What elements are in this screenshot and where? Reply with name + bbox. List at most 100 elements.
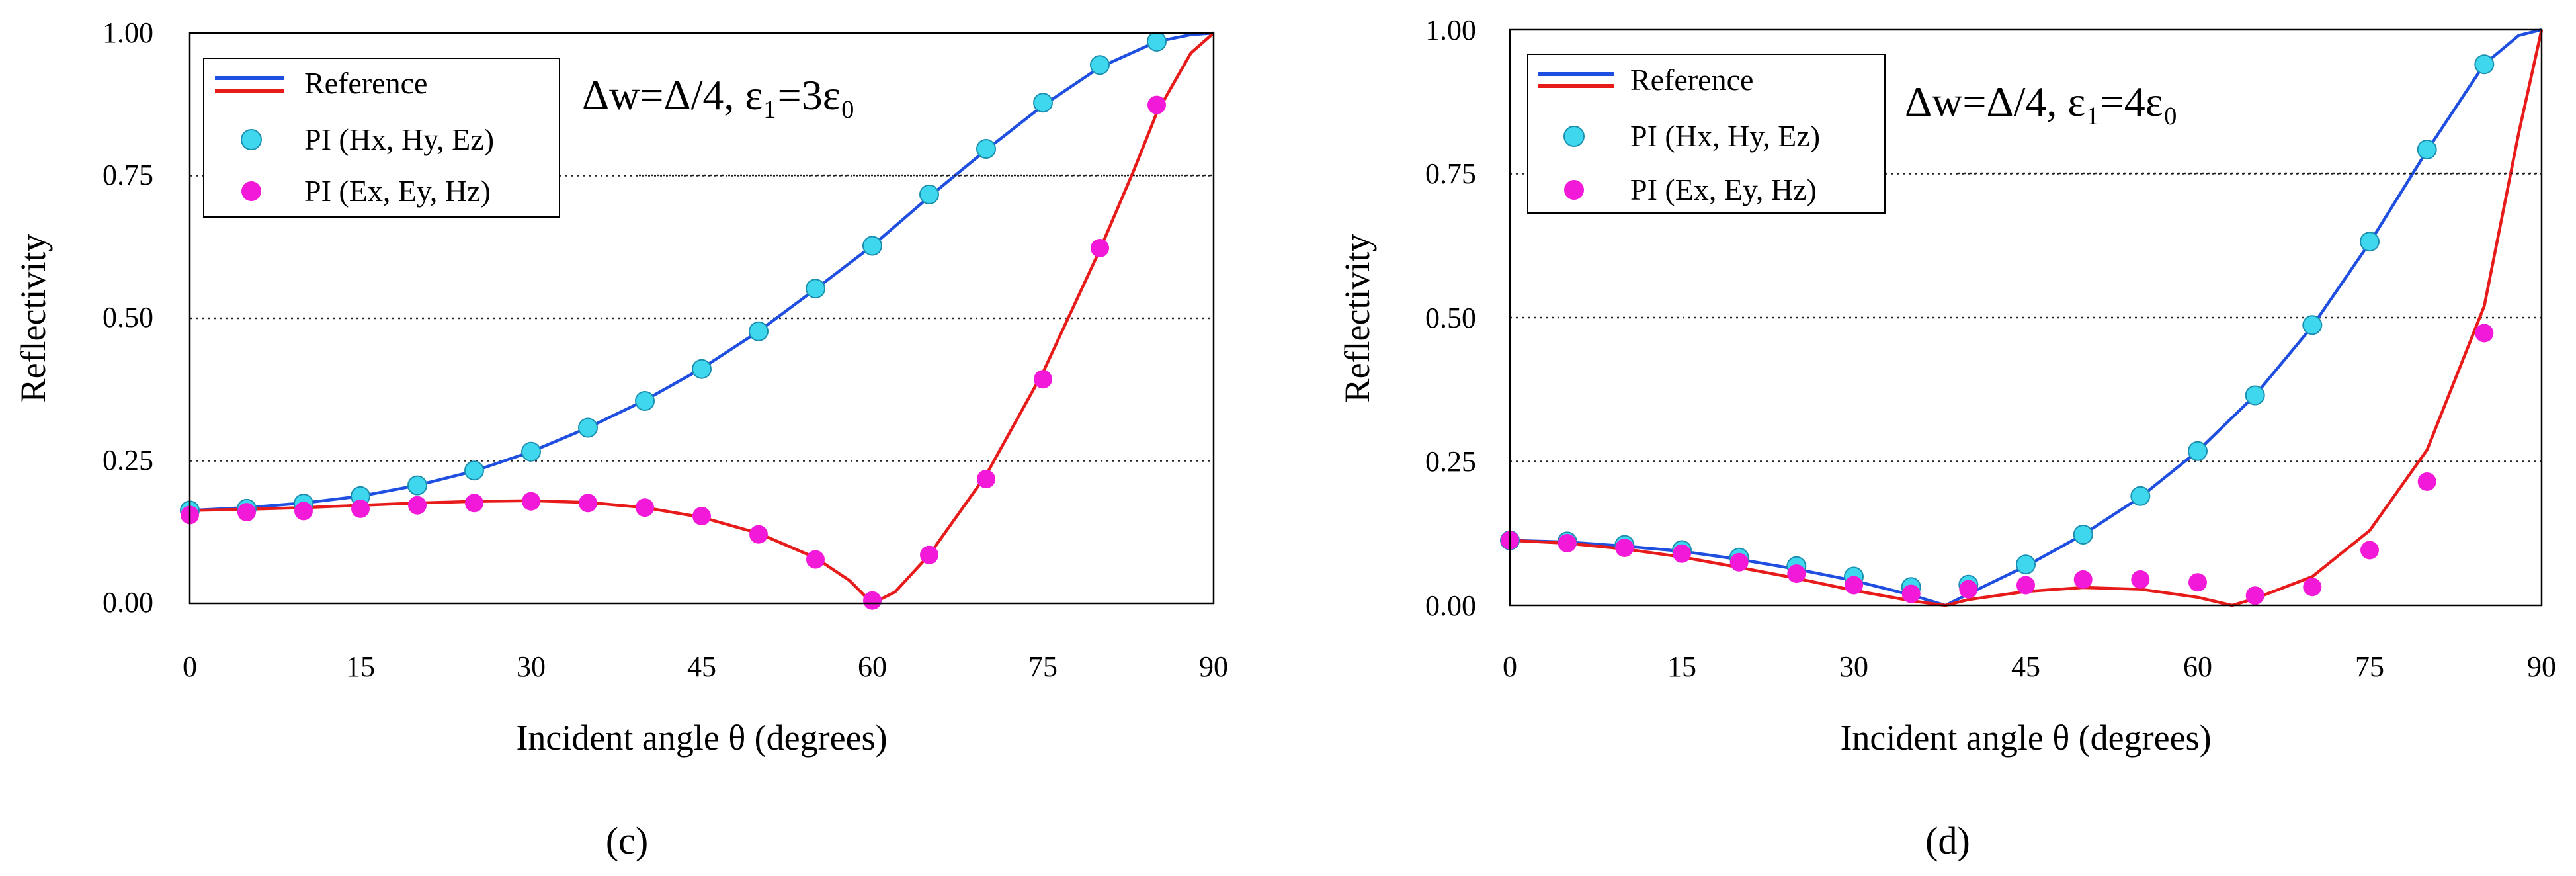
panel-c-data-point-magenta <box>1034 370 1052 389</box>
panel-d-legend-box <box>1527 54 1886 214</box>
panel-d-legend-marker-magenta <box>1564 180 1584 200</box>
panel-c-data-point-cyan <box>806 279 825 299</box>
panel-c: 0.00 0.25 0.50 0.75 1.00 0 15 30 45 60 7… <box>13 17 1228 862</box>
panel-d-data-point-magenta <box>2016 576 2035 595</box>
panel-c-legend-label-pi-hxhyez: PI (Hx, Hy, Ez) <box>304 122 494 156</box>
panel-d-xtick-label: 30 <box>1839 650 1868 683</box>
panel-c-data-point-magenta <box>920 545 938 564</box>
panel-c-ytick-label: 0.50 <box>103 301 153 333</box>
panel-d-data-point-magenta <box>2131 570 2150 589</box>
panel-c-data-point-cyan <box>976 139 996 159</box>
panel-d-data-point-cyan <box>2302 315 2323 335</box>
panel-c-xtick-label: 75 <box>1028 650 1058 683</box>
panel-d-caption: (d) <box>1925 819 1970 862</box>
panel-c-legend-label-reference: Reference <box>304 66 427 100</box>
panel-d-data-point-magenta <box>2245 586 2264 605</box>
panel-c-x-axis-label: Incident angle θ (degrees) <box>516 718 887 758</box>
panel-c-data-point-magenta <box>351 499 370 518</box>
panel-c-points <box>180 31 1167 610</box>
panel-c-data-point-cyan <box>1090 55 1110 75</box>
panel-c-data-point-magenta <box>806 550 825 569</box>
panel-c-data-point-magenta <box>636 498 654 517</box>
panel-d: 0.00 0.25 0.50 0.75 1.00 0 15 30 45 60 7… <box>1337 14 2556 862</box>
panel-d-ytick-label: 0.00 <box>1425 590 1476 622</box>
panel-c-y-axis-label: Reflectivity <box>13 234 53 403</box>
panel-c-xtick-label: 90 <box>1199 650 1228 683</box>
panel-c-plot-frame <box>188 32 1215 605</box>
panel-c-data-point-magenta <box>692 507 711 526</box>
panel-c-data-point-cyan <box>692 359 712 379</box>
panel-c-data-point-magenta <box>237 503 256 522</box>
panel-c-data-point-magenta <box>294 502 313 521</box>
panel-d-xtick-label: 90 <box>2527 650 2556 683</box>
panel-d-data-point-magenta <box>2417 472 2436 491</box>
panel-c-data-point-magenta <box>863 591 882 610</box>
panel-d-data-point-cyan <box>2073 525 2093 545</box>
panel-d-y-axis-label: Reflectivity <box>1337 234 1377 403</box>
panel-d-data-point-magenta <box>1959 580 1978 599</box>
panel-d-data-point-magenta <box>1673 544 1691 563</box>
panel-d-data-point-magenta <box>1615 539 1634 557</box>
panel-c-data-point-cyan <box>521 441 541 462</box>
panel-c-data-point-cyan <box>1033 93 1053 113</box>
panel-c-legend-marker-magenta <box>241 181 261 201</box>
panel-c-caption: (c) <box>606 819 648 862</box>
panel-c-data-point-cyan <box>407 475 427 496</box>
panel-d-legend-label-pi-hxhyez: PI (Hx, Hy, Ez) <box>1630 119 1820 153</box>
panel-d-legend: Reference PI (Hx, Hy, Ez) PI (Ex, Ey, Hz… <box>1527 54 1886 214</box>
panel-d-legend-label-reference: Reference <box>1630 63 1753 97</box>
panel-d-data-point-cyan <box>2474 54 2495 75</box>
panel-d-legend-marker-cyan <box>1563 126 1585 147</box>
panel-c-data-point-magenta <box>1147 95 1166 114</box>
panel-d-data-point-magenta <box>2188 573 2207 592</box>
panel-d-data-point-magenta <box>2303 578 2322 597</box>
panel-d-ytick-label: 1.00 <box>1425 14 1476 46</box>
panel-c-xtick-label: 60 <box>858 650 887 683</box>
panel-d-xtick-label: 0 <box>1503 650 1517 683</box>
panel-d-data-point-cyan <box>2417 140 2437 159</box>
panel-d-data-point-magenta <box>2073 570 2093 589</box>
panel-c-ytick-label: 1.00 <box>103 17 153 49</box>
panel-c-data-point-magenta <box>579 494 597 513</box>
panel-c-data-point-magenta <box>1091 239 1109 257</box>
panel-c-data-point-cyan <box>464 460 484 481</box>
panel-d-data-point-cyan <box>2188 441 2208 461</box>
panel-d-data-point-cyan <box>2016 554 2036 575</box>
panel-d-points <box>1500 54 2495 605</box>
panel-c-legend-marker-cyan <box>241 129 262 150</box>
panel-c-data-point-cyan <box>749 321 769 341</box>
panel-c-legend-box <box>203 58 560 218</box>
panel-d-data-point-magenta <box>1787 564 1806 584</box>
panel-d-xtick-label: 75 <box>2355 650 2384 683</box>
panel-d-data-point-magenta <box>2475 324 2494 343</box>
panel-c-legend: Reference PI (Hx, Hy, Ez) PI (Ex, Ey, Hz… <box>203 58 560 218</box>
panel-d-data-point-magenta <box>1901 584 1921 603</box>
panel-c-data-point-cyan <box>862 236 882 256</box>
panel-c-xtick-label: 45 <box>687 650 716 683</box>
panel-c-ytick-label: 0.00 <box>103 586 153 619</box>
panel-d-data-point-magenta <box>1845 576 1863 595</box>
panel-d-parameter-text: Δw=Δ/4, ε₁=4ε₀ <box>1905 78 2178 125</box>
panel-c-data-point-magenta <box>465 494 483 513</box>
panel-d-x-axis-label: Incident angle θ (degrees) <box>1840 718 2211 758</box>
panel-d-data-point-magenta <box>1558 534 1577 552</box>
panel-c-xtick-label: 15 <box>346 650 375 683</box>
panel-d-xtick-label: 45 <box>2011 650 2040 683</box>
panel-c-xtick-label: 30 <box>517 650 546 683</box>
panel-c-xtick-label: 0 <box>183 650 197 683</box>
panel-c-ytick-label: 0.75 <box>103 159 153 191</box>
panel-d-data-point-cyan <box>2245 385 2265 406</box>
panel-d-data-point-cyan <box>2130 486 2151 506</box>
panel-c-data-point-cyan <box>578 417 598 438</box>
panel-c-data-point-cyan <box>919 184 939 204</box>
panel-d-plot-frame <box>1509 28 2543 607</box>
panel-d-data-point-cyan <box>2360 232 2380 252</box>
panel-d-ytick-label: 0.50 <box>1425 302 1476 334</box>
panel-d-xtick-label: 15 <box>1667 650 1696 683</box>
panel-d-ytick-label: 0.25 <box>1425 445 1476 478</box>
panel-c-data-point-magenta <box>749 525 768 544</box>
panel-c-data-point-cyan <box>1147 31 1167 52</box>
panel-c-data-point-magenta <box>522 492 540 511</box>
panel-c-data-point-magenta <box>408 496 427 515</box>
